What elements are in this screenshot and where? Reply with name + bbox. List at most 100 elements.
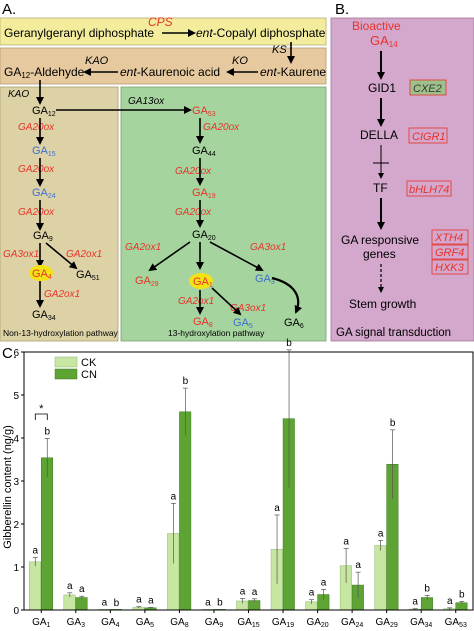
stem-label: Stem growth: [349, 297, 416, 311]
legend-swatch-cn: [54, 368, 78, 380]
ga44-node: GA44: [192, 145, 216, 158]
significance-letter: b: [424, 583, 430, 594]
significance-letter: b: [217, 598, 223, 609]
thirteen-e7: GA3ox1: [230, 303, 266, 314]
bar-cn: [41, 457, 54, 611]
y-tick-label: 5: [13, 391, 19, 402]
arrow-ga1-ga5: [211, 287, 242, 316]
responsive-label-1: GA responsive: [341, 233, 419, 247]
x-tick-label: GA1: [32, 617, 50, 629]
kaurene-label: ent-Kaurene: [260, 65, 326, 79]
della-label: DELLA: [360, 128, 398, 142]
ko-enzyme: KO: [232, 55, 248, 67]
y-axis-title: Gibberellin content (ng/g): [2, 425, 14, 549]
significance-letter: a: [309, 588, 315, 599]
x-tick-label: GA24: [341, 617, 363, 629]
tf-label: TF: [373, 181, 388, 195]
arrow-ga9-ga51: [45, 242, 78, 270]
x-axis: GA1 GA3 GA4 GA5 GA8 GA9 GA15 GA19 GA20 GA24 GA29 GA…: [32, 610, 467, 629]
cpp-label: ent-Copalyl diphosphate: [196, 26, 326, 40]
ga12-node: GA12: [32, 105, 56, 118]
thirteen-e5: GA3ox1: [250, 242, 286, 253]
y-tick-label: 4: [13, 434, 19, 445]
ga29-node: GA29: [135, 275, 159, 288]
significance-letter: b: [390, 418, 396, 429]
ga9-node: GA9: [33, 230, 53, 243]
significance-letter: a: [447, 596, 453, 607]
non13-e5: GA2ox1: [66, 249, 102, 260]
bar-cn: [75, 597, 88, 611]
panel-b-label: B.: [335, 1, 349, 18]
significance-bracket: [34, 413, 48, 420]
thirteen-e1: GA20ox: [203, 122, 240, 133]
ks-enzyme: KS: [272, 44, 287, 56]
grf4-box: [431, 244, 469, 260]
arrow-ga3-ga6: [271, 276, 303, 314]
y-tick-label: 1: [13, 563, 19, 574]
cigr1-box: [408, 127, 448, 144]
panel-b: B. Bioactive GA14 GID1 CXE2 DELLA CIGR1 …: [330, 1, 474, 342]
non13-e3: GA20ox: [18, 207, 55, 218]
bar-ck: [374, 545, 387, 611]
bhlh74-box: [406, 180, 452, 197]
ga51-node: GA51: [76, 269, 100, 282]
ga3-node: GA3: [255, 273, 275, 286]
significance-letter: b: [44, 426, 50, 437]
x-tick-label: GA34: [410, 617, 432, 629]
arrow-ga20-ga29: [148, 241, 191, 272]
significance-letter: a: [67, 581, 73, 592]
ga13ox-enzyme: GA13ox: [128, 96, 165, 107]
y-axis: 0 1 2 3 4 5 6: [13, 348, 24, 617]
significance-letter: a: [252, 587, 258, 598]
significance-letter: a: [171, 491, 177, 502]
ga19-node: GA19: [192, 187, 216, 200]
x-tick-label: GA3: [67, 617, 85, 629]
y-tick-label: 0: [13, 606, 19, 617]
x-tick-label: GA8: [170, 617, 188, 629]
significance-letter: a: [136, 595, 142, 606]
ga6-node: GA6: [284, 317, 304, 330]
kao-enzyme: KAO: [8, 89, 29, 100]
bar-cn: [179, 411, 192, 611]
ga4-node: GA4: [32, 268, 52, 281]
panel-a-label: A.: [2, 1, 16, 18]
non13-e6: GA2ox1: [44, 289, 80, 300]
cxe2-label: CXE2: [413, 83, 442, 95]
significance-letter: b: [183, 376, 189, 387]
acid-label: ent-Kaurenoic acid: [120, 65, 220, 79]
box-kaurene-row: [0, 47, 327, 85]
significance-letter: a: [148, 595, 154, 606]
significance-letter: b: [114, 598, 120, 609]
ga53-node: GA53: [192, 105, 216, 118]
signal-caption: GA signal transduction: [336, 327, 451, 339]
significance-letter: a: [343, 537, 349, 548]
non13-e1: GA20ox: [18, 122, 55, 133]
hxk3-label: HXK3: [435, 262, 465, 274]
bhlh74-label: bHLH74: [409, 184, 449, 196]
panel-a: A. Geranylgeranyl diphosphate CPS ent-Co…: [0, 1, 327, 342]
gid1-label: GID1: [368, 81, 396, 95]
x-tick-label: GA19: [272, 617, 294, 629]
y-tick-label: 6: [13, 348, 19, 359]
ga24-node: GA24: [32, 187, 56, 200]
hxk3-box: [431, 259, 469, 275]
x-tick-label: GA4: [101, 617, 119, 629]
significance-letter: a: [240, 586, 246, 597]
bar-ck: [63, 594, 76, 611]
legend-label-cn: CN: [81, 369, 97, 381]
x-tick-label: GA15: [237, 617, 259, 629]
y-tick-label: 2: [13, 520, 19, 531]
ggpp-label: Geranylgeranyl diphosphate: [4, 26, 154, 40]
x-tick-label: GA29: [376, 617, 398, 629]
ga1-node: GA1: [193, 276, 213, 289]
cigr1-label: CIGR1: [412, 131, 446, 143]
significance-letter: a: [32, 546, 38, 557]
cps-enzyme: CPS: [148, 15, 173, 29]
thirteen-e4: GA2ox1: [125, 242, 161, 253]
xth4-label: XTH4: [434, 232, 463, 244]
ga1-highlight: [189, 273, 213, 289]
significance-letter: a: [378, 528, 384, 539]
